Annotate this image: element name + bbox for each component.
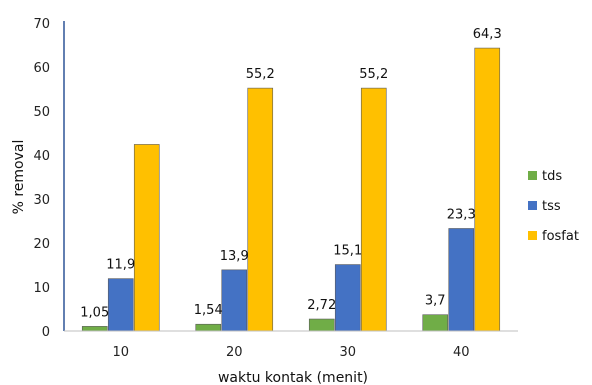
legend-swatch-tss: [528, 201, 537, 210]
x-tick-label: 10: [112, 345, 129, 360]
data-label-fosfat-20: 55,2: [246, 67, 275, 82]
y-axis-ticks: 0 10 20 30 40 50 60 70: [33, 17, 50, 340]
x-tick-label: 40: [453, 345, 470, 360]
bar-tss-20: [221, 269, 248, 332]
legend-label-fosfat: fosfat: [542, 229, 579, 244]
y-tick-label: 50: [33, 105, 50, 120]
bar-tds-30: [308, 318, 335, 332]
legend-swatch-fosfat: [528, 231, 537, 240]
x-axis-ticks: 10 20 30 40: [112, 345, 469, 360]
y-axis-title: % removal: [11, 140, 27, 215]
data-labels-group: 1,05 11,9 1,54 13,9 55,2 2,72 15,1 55,2 3,7 23,3 6…: [80, 27, 501, 320]
bar-fosfat-20: [247, 87, 274, 332]
legend-swatch-tds: [528, 171, 537, 180]
data-label-tss-30: 15,1: [333, 244, 362, 259]
legend-label-tds: tds: [542, 169, 562, 184]
bar-tss-30: [334, 264, 361, 332]
bar-tss-10: [107, 278, 134, 332]
bar-fosfat-30: [360, 87, 387, 332]
bar-tds-40: [422, 314, 449, 332]
data-label-tss-20: 13,9: [220, 249, 249, 264]
data-label-tss-10: 11,9: [106, 258, 135, 273]
bar-fosfat-40: [474, 47, 501, 332]
legend-label-tss: tss: [542, 199, 561, 214]
data-label-tss-40: 23,3: [447, 207, 476, 222]
bar-tss-40: [448, 228, 475, 332]
bar-fosfat-10: [133, 144, 160, 332]
x-axis-title: waktu kontak (menit): [218, 370, 368, 385]
data-label-fosfat-40: 64,3: [473, 27, 502, 42]
y-tick-label: 0: [42, 325, 50, 340]
bar-tds-10: [81, 326, 108, 332]
data-label-tds-30: 2,72: [307, 298, 336, 313]
y-tick-label: 30: [33, 193, 50, 208]
y-tick-label: 60: [33, 61, 50, 76]
legend: tds tss fosfat: [528, 169, 579, 244]
data-label-tds-20: 1,54: [194, 303, 223, 318]
bars-group: [81, 47, 501, 332]
y-tick-label: 10: [33, 281, 50, 296]
x-tick-label: 30: [339, 345, 356, 360]
x-tick-label: 20: [226, 345, 243, 360]
y-tick-label: 40: [33, 149, 50, 164]
data-label-fosfat-30: 55,2: [359, 67, 388, 82]
y-tick-label: 20: [33, 237, 50, 252]
y-tick-label: 70: [33, 17, 50, 32]
data-label-tds-40: 3,7: [425, 294, 446, 309]
data-label-tds-10: 1,05: [80, 305, 109, 320]
bar-tds-20: [195, 323, 222, 332]
